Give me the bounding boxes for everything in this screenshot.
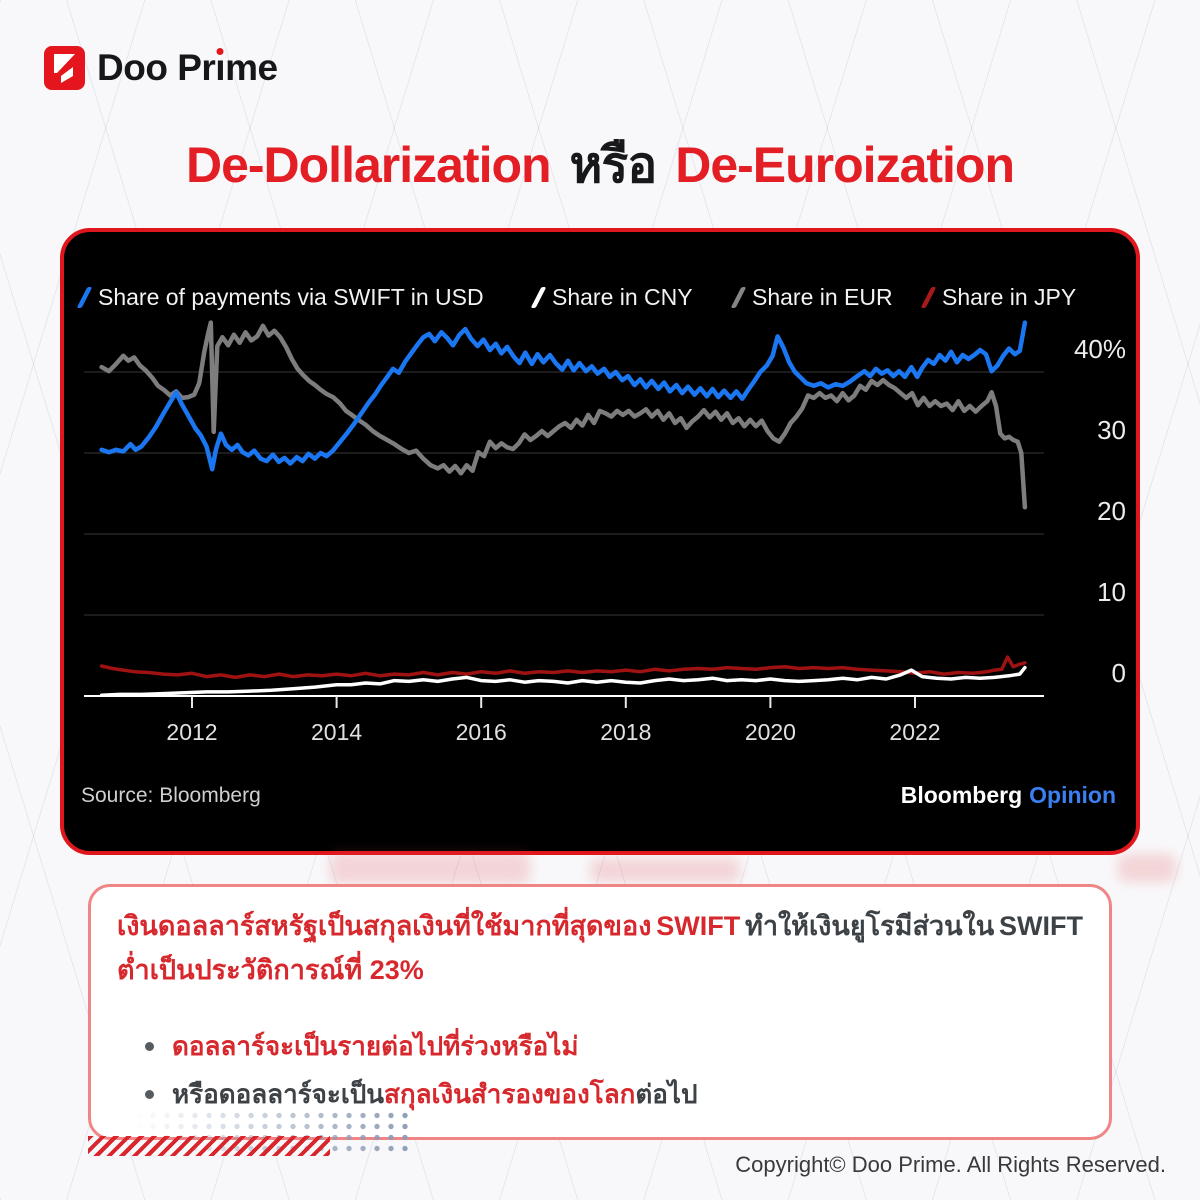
summary-seg-dark-1: ทำให้เงินยูโรมีส่วนใน [745, 911, 995, 941]
summary-seg-red-1: เงินดอลลาร์สหรัฐเป็นสกุลเงินที่ใช้มากที่… [117, 911, 652, 941]
bullet-2-text-dark: หรือดอลลาร์จะเป็น [172, 1079, 385, 1110]
legend-label-jpy: Share in JPY [942, 283, 1077, 310]
bullet-item-2: หรือดอลลาร์จะเป็นสกุลเงินสำรองของโลกต่อไ… [117, 1070, 1083, 1118]
summary-line-2: ต่ำเป็นประวัติการณ์ที่ 23% [117, 955, 424, 986]
bloomberg-wordmark: Bloomberg [900, 782, 1023, 808]
svg-text:2014: 2014 [311, 719, 362, 745]
chart-source: Source: Bloomberg [81, 784, 261, 807]
summary-bullets: ดอลลาร์จะเป็นรายต่อไปที่ร่วงหรือไม่ หรือ… [117, 1022, 1083, 1118]
bloomberg-opinion-brand: Bloomberg Opinion [901, 782, 1116, 809]
decor-red-blur-2 [590, 858, 740, 882]
decor-red-blur-1 [330, 852, 530, 884]
opinion-wordmark: Opinion [1029, 782, 1116, 808]
legend-item-cny: Share in CNY [530, 282, 693, 312]
bullet-dot-icon [145, 1089, 154, 1099]
summary-seg-red-swift: SWIFT [656, 911, 741, 941]
svg-text:0: 0 [1112, 658, 1126, 688]
doo-prime-logo-icon [44, 46, 85, 90]
bullet-dot-icon [145, 1041, 154, 1051]
svg-text:2022: 2022 [889, 719, 940, 745]
bullet-item-1: ดอลลาร์จะเป็นรายต่อไปที่ร่วงหรือไม่ [117, 1022, 1083, 1070]
legend-label-cny: Share in CNY [552, 283, 693, 310]
decor-red-hatch-band [88, 1136, 330, 1156]
legend-item-eur: Share in EUR [730, 282, 893, 312]
bloomberg-chart-card: Share of payments via SWIFT in USD Share… [60, 228, 1140, 855]
svg-text:20: 20 [1097, 496, 1126, 526]
svg-text:2012: 2012 [166, 719, 217, 745]
svg-text:2018: 2018 [600, 719, 651, 745]
summary-seg-dark-swift: SWIFT [999, 911, 1083, 941]
legend-label-eur: Share in EUR [752, 283, 893, 310]
title-part-3: De-Euroization [675, 137, 1015, 193]
svg-text:30: 30 [1097, 415, 1126, 445]
page-title: De-Dollarization หรือ De-Euroization [0, 126, 1200, 205]
decor-red-blur-3 [1118, 854, 1176, 882]
summary-line-1: เงินดอลลาร์สหรัฐเป็นสกุลเงินที่ใช้มากที่… [117, 905, 1083, 948]
title-part-1: De-Dollarization [185, 137, 552, 193]
copyright-text: Copyright© Doo Prime. All Rights Reserve… [735, 1152, 1166, 1177]
brand-wordmark: Doo Prıme [97, 47, 278, 88]
svg-text:10: 10 [1097, 577, 1126, 607]
doo-prime-logo: Doo Prıme [44, 46, 278, 90]
title-part-2: หรือ [569, 137, 657, 193]
summary-card: เงินดอลลาร์สหรัฐเป็นสกุลเงินที่ใช้มากที่… [88, 884, 1112, 1140]
legend-item-jpy: Share in JPY [920, 282, 1077, 312]
svg-text:40%: 40% [1074, 334, 1126, 364]
bullet-2-text-red: สกุลเงินสำรองของโลก [384, 1079, 636, 1110]
svg-text:2020: 2020 [745, 719, 796, 745]
line-chart: 40% 30 20 10 0 2012 2014 2016 2018 2020 2022 [84, 320, 1126, 745]
svg-text:2016: 2016 [456, 719, 507, 745]
bullet-1-text: ดอลลาร์จะเป็นรายต่อไปที่ร่วงหรือไม่ [172, 1031, 579, 1062]
legend-label-usd: Share of payments via SWIFT in USD [98, 283, 484, 310]
brand-i-red-dot: ı [215, 47, 226, 88]
bullet-2-text-dark-2: ต่อไป [635, 1079, 698, 1110]
legend-item-usd: Share of payments via SWIFT in USD [76, 282, 484, 312]
